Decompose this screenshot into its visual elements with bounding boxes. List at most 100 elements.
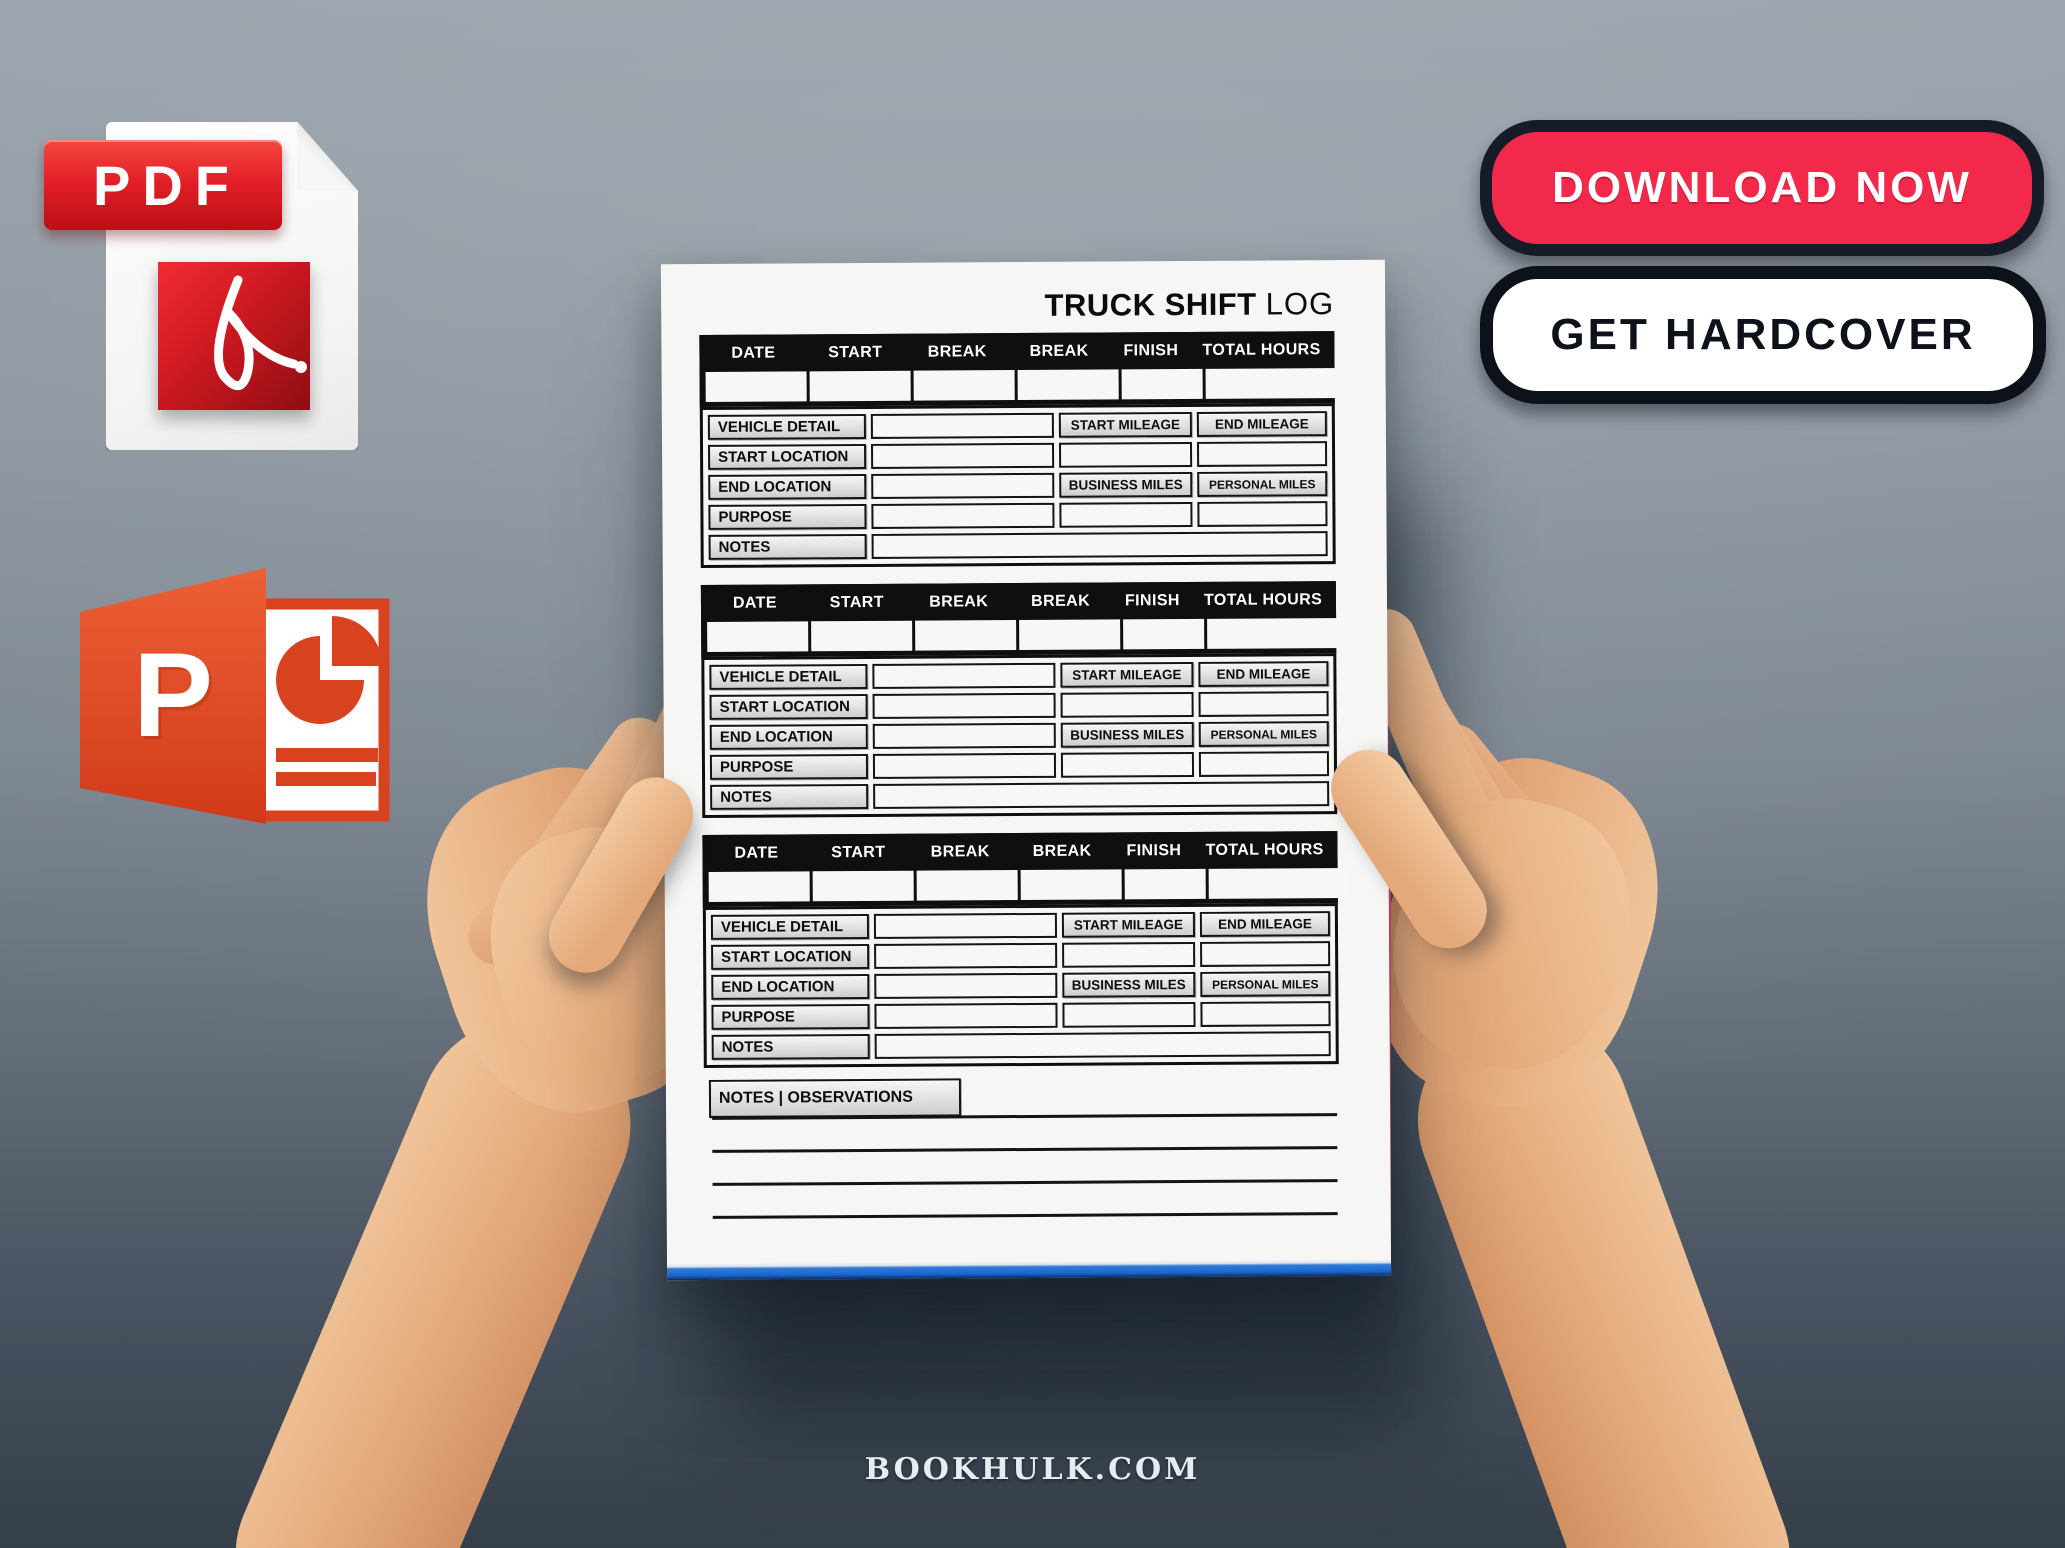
purpose-input [874,1002,1058,1029]
time-col-header-start: START [831,843,886,861]
break1-input-cell [916,870,1018,901]
note-line [712,1212,1338,1219]
notes-label: NOTES [708,533,867,560]
start-mileage-input [1058,441,1193,468]
notes-label: NOTES [711,1033,870,1060]
total-hours-input-cell [1206,618,1346,649]
notes-input [874,1031,1331,1059]
note-line [712,1146,1338,1153]
time-col-header-date: DATE [731,344,776,362]
start-location-label: START LOCATION [711,943,870,970]
truck-shift-log-sheet: TRUCK SHIFT LOG DATE START BREAK BREAK FI… [660,259,1392,1281]
bar-line-1 [276,748,378,762]
download-now-button[interactable]: DOWNLOAD NOW [1480,120,2044,256]
business-miles-label: BUSINESS MILES [1059,471,1193,498]
personal-miles-input [1200,1001,1331,1027]
time-col-header-date: DATE [732,594,777,612]
business-miles-label: BUSINESS MILES [1060,721,1194,748]
end-mileage-input [1198,691,1329,717]
purpose-input [871,502,1055,529]
end-location-label: END LOCATION [709,723,868,750]
end-location-label: END LOCATION [711,973,870,1000]
finish-input-cell [1121,368,1203,400]
total-hours-input-cell [1205,368,1344,399]
start-mileage-label: START MILEAGE [1058,411,1192,438]
purpose-label: PURPOSE [711,1003,870,1030]
start-mileage-label: START MILEAGE [1060,661,1194,688]
end-location-label: END LOCATION [708,473,867,500]
purpose-input [872,752,1056,779]
start-location-label: START LOCATION [709,693,868,720]
break2-input-cell [1018,619,1120,651]
end-mileage-label: END MILEAGE [1196,411,1327,437]
business-miles-input [1062,1001,1196,1028]
start-input-cell [812,870,914,902]
end-mileage-input [1197,441,1328,467]
notes-input [871,531,1328,559]
time-table-input-row [704,615,1346,655]
end-location-input [874,972,1058,999]
time-table: DATE START BREAK BREAK FINISH TOTAL HOUR… [700,581,1346,658]
shift-block-2: DATE START BREAK BREAK FINISH TOTAL HOUR… [700,581,1346,825]
time-col-header-total-hours: TOTAL HOURS [1203,590,1323,609]
bar-line-2 [276,772,376,786]
date-input-cell [705,371,807,402]
start-mileage-label: START MILEAGE [1061,911,1196,938]
time-table-header: DATE START BREAK BREAK FINISH TOTAL HOUR… [703,584,1334,619]
end-mileage-input [1200,941,1331,967]
detail-table: VEHICLE DETAIL START MILEAGE END MILEAGE… [701,653,1338,818]
powerpoint-front-shape [80,568,266,824]
shift-block-1: DATE START BREAK BREAK FINISH TOTAL HOUR… [699,331,1344,575]
start-location-input [873,942,1058,969]
powerpoint-letter: P [132,628,214,762]
time-col-header-start: START [828,343,883,361]
shift-block-3: DATE START BREAK BREAK FINISH TOTAL HOUR… [702,831,1347,1075]
time-col-header-finish: FINISH [1126,841,1182,859]
time-col-header-break2: BREAK [1032,842,1092,860]
personal-miles-label: PERSONAL MILES [1198,721,1329,747]
notes-label: NOTES [710,783,869,810]
break1-input-cell [914,620,1017,651]
time-table-input-row [702,365,1344,405]
personal-miles-input [1197,501,1328,527]
time-table: DATE START BREAK BREAK FINISH TOTAL HOUR… [702,831,1347,908]
business-miles-input [1060,751,1195,778]
page-title-main: TRUCK SHIFT [1044,286,1257,323]
break2-input-cell [1020,869,1122,901]
pie-chart-icon [276,616,382,724]
break2-input-cell [1017,369,1119,401]
get-hardcover-button[interactable]: GET HARDCOVER [1480,266,2046,404]
time-table-input-row [705,865,1347,905]
notes-input [872,781,1330,809]
business-miles-input [1059,501,1193,528]
time-col-header-date: DATE [734,844,779,862]
notes-observations-label: NOTES | OBSERVATIONS [708,1078,962,1118]
page-title: TRUCK SHIFT LOG [1044,286,1334,324]
date-input-cell [707,621,809,652]
form-body: TRUCK SHIFT LOG DATE START BREAK BREAK FI… [699,260,1347,1280]
personal-miles-input [1198,751,1330,777]
time-col-header-break1: BREAK [927,342,987,361]
powerpoint-graphic [80,568,390,824]
detail-table: VEHICLE DETAIL START MILEAGE END MILEAGE… [702,903,1339,1068]
vehicle-detail-input [872,662,1056,689]
site-brand: BOOKHULK.COM [864,1452,1201,1487]
end-mileage-label: END MILEAGE [1199,911,1331,937]
detail-table: VEHICLE DETAIL START MILEAGE END MILEAGE… [699,403,1336,568]
personal-miles-label: PERSONAL MILES [1197,471,1328,497]
start-location-label: START LOCATION [708,443,867,470]
date-input-cell [708,871,810,902]
acrobat-logo-icon [158,262,310,410]
time-col-header-break2: BREAK [1029,342,1089,360]
time-col-header-total-hours: TOTAL HOURS [1202,340,1321,359]
time-col-header-total-hours: TOTAL HOURS [1205,840,1324,859]
vehicle-detail-label: VEHICLE DETAIL [709,663,868,690]
powerpoint-icon[interactable]: P [70,552,400,852]
time-table: DATE START BREAK BREAK FINISH TOTAL HOUR… [699,331,1344,408]
total-hours-input-cell [1208,868,1347,899]
start-input-cell [809,370,911,402]
end-location-input [871,472,1055,499]
time-col-header-start: START [829,593,884,611]
pdf-file-icon[interactable]: PDF [28,92,368,464]
